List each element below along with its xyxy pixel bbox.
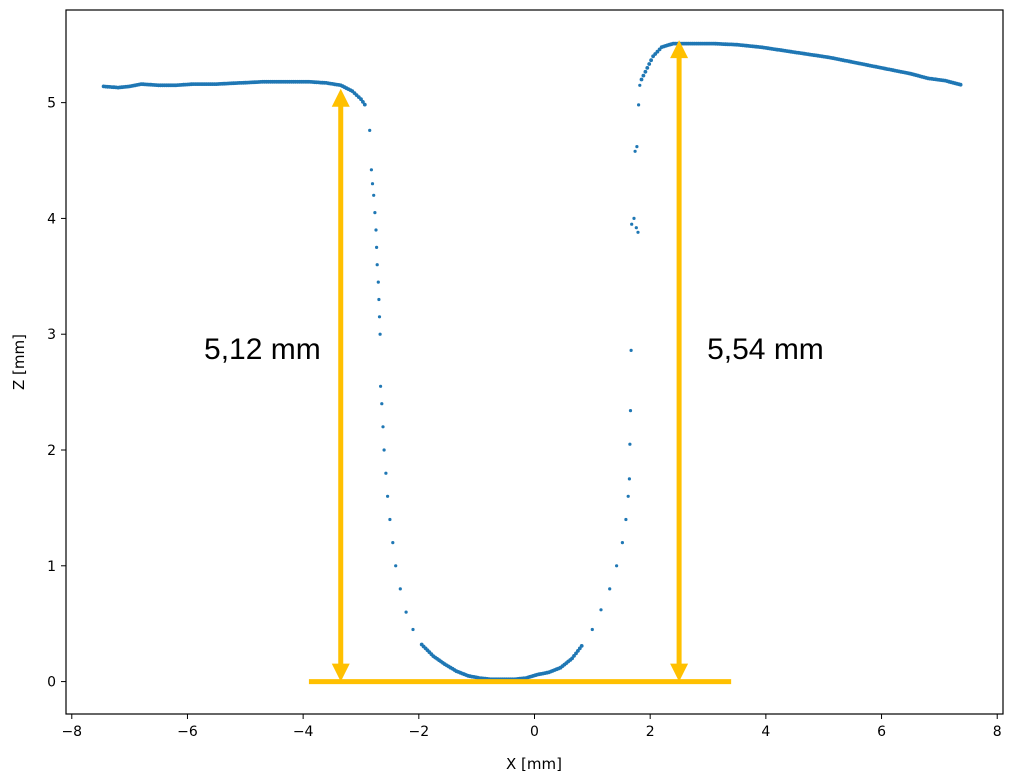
y-axis-label: Z [mm] [10, 334, 28, 390]
data-point [379, 384, 383, 388]
data-point [630, 222, 634, 226]
data-point [380, 402, 384, 406]
data-points [101, 41, 963, 682]
data-point [608, 587, 612, 591]
arrow-head-down [331, 663, 350, 682]
data-point [373, 211, 377, 215]
data-point [362, 102, 367, 107]
data-point [624, 517, 628, 522]
data-point [958, 82, 963, 87]
data-point [411, 627, 415, 632]
data-point [632, 216, 636, 220]
x-tick-label: −8 [61, 724, 82, 740]
data-point [579, 644, 584, 648]
data-point [641, 73, 646, 78]
data-point [638, 83, 642, 87]
data-point [639, 77, 644, 82]
x-tick-label: −4 [293, 724, 314, 740]
data-point [375, 245, 379, 249]
data-point [628, 442, 632, 446]
data-point [398, 587, 402, 591]
x-tick-label: 8 [993, 724, 1002, 740]
height-label: 5,12 mm [204, 333, 321, 366]
x-tick-label: 0 [530, 724, 539, 740]
arrow-head-down [670, 663, 689, 682]
data-point [590, 627, 594, 632]
data-point [388, 517, 392, 522]
y-tick-label: 2 [47, 443, 56, 459]
data-point [626, 494, 630, 498]
annotations: 5,12 mm 5,54 mm [204, 40, 824, 685]
data-point [370, 182, 375, 186]
data-point [647, 62, 652, 66]
y-tick-label: 4 [47, 211, 56, 227]
x-tick-label: −6 [177, 724, 198, 740]
data-point [629, 348, 633, 352]
data-point [382, 448, 386, 452]
data-point [404, 610, 408, 614]
x-tick-label: 6 [877, 724, 886, 740]
y-tick-label: 3 [47, 327, 56, 343]
data-point [599, 608, 603, 612]
x-axis-ticks: −8 −6 −4 −2 0 2 4 6 8 [61, 714, 1002, 740]
y-tick-label: 0 [47, 675, 56, 691]
data-point [635, 145, 639, 149]
height-label: 5,54 mm [707, 333, 824, 366]
data-point [634, 226, 638, 230]
data-point [377, 297, 381, 302]
data-point [394, 564, 398, 568]
arrow-head-up [670, 40, 689, 59]
height-arrow: 5,54 mm [670, 40, 824, 682]
x-tick-label: −2 [409, 724, 430, 740]
data-point [633, 149, 637, 153]
data-point [368, 128, 372, 132]
x-tick-label: 2 [646, 724, 655, 740]
data-point [628, 409, 633, 413]
data-point [374, 228, 378, 232]
data-point [620, 541, 625, 545]
data-point [615, 564, 619, 568]
data-point [645, 66, 650, 70]
data-point [372, 193, 376, 197]
data-point [376, 280, 380, 284]
arrow-head-up [331, 88, 350, 107]
data-point [377, 315, 382, 319]
data-point [381, 425, 385, 429]
data-point [359, 97, 363, 102]
y-tick-label: 5 [47, 96, 56, 112]
x-axis-label: X [mm] [506, 755, 562, 773]
data-point [375, 263, 379, 267]
data-point [637, 103, 641, 107]
data-point [391, 541, 395, 545]
x-tick-label: 4 [761, 724, 770, 740]
height-arrow: 5,12 mm [204, 88, 350, 682]
data-point [378, 332, 382, 336]
data-point [384, 471, 388, 475]
data-point [369, 168, 373, 172]
data-point [649, 58, 653, 63]
data-point [361, 100, 365, 104]
data-point [386, 494, 390, 498]
data-point [627, 477, 632, 481]
data-point [636, 230, 640, 234]
y-tick-label: 1 [47, 559, 56, 575]
data-point [643, 69, 648, 74]
y-axis-ticks: 0 1 2 3 4 5 [47, 96, 66, 691]
